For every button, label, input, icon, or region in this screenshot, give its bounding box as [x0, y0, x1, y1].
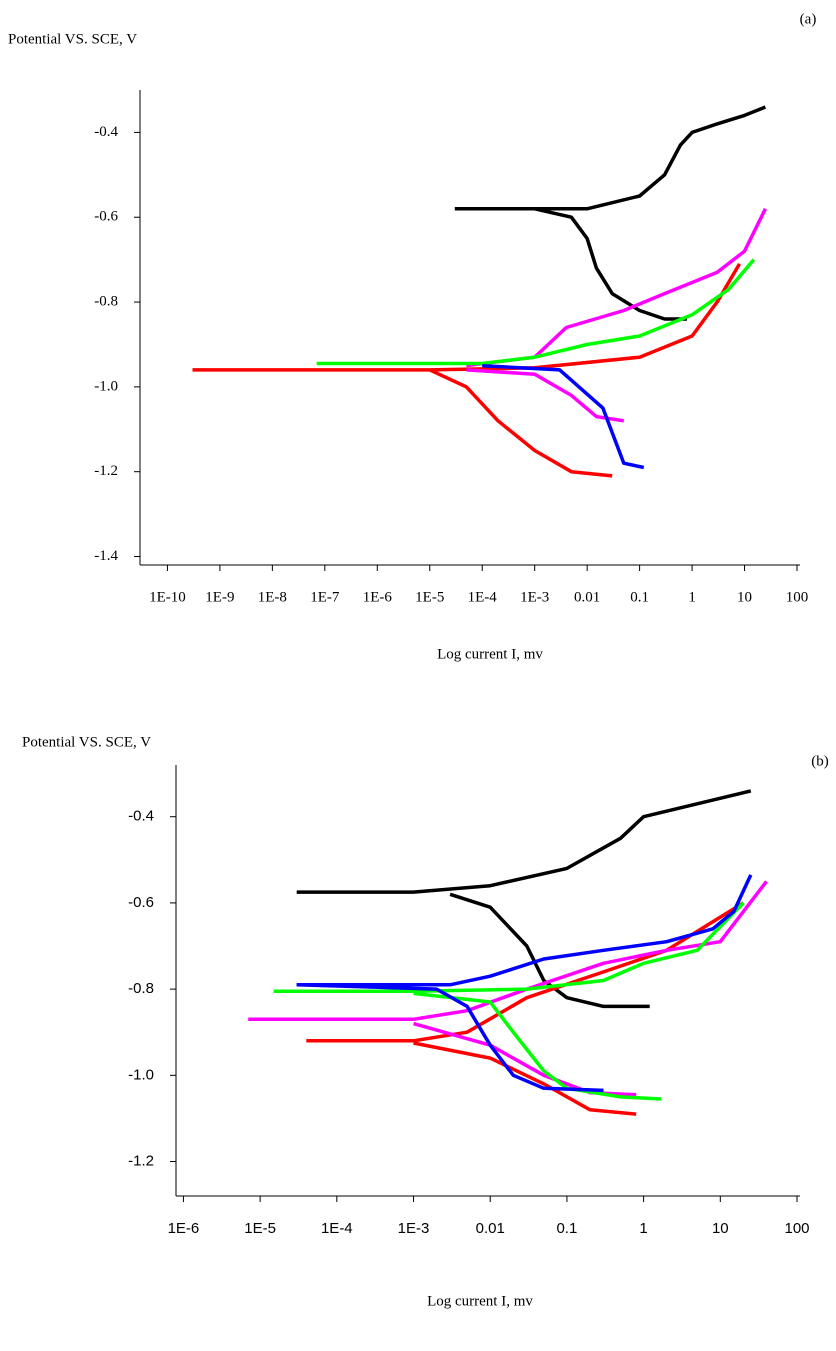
y-tick-label: -1.2	[128, 1152, 154, 1169]
curve	[413, 991, 662, 1101]
y-tick-label: -0.6	[128, 894, 154, 911]
x-tick-label: 1E-10	[149, 589, 186, 605]
x-axis-label: Log current I, mv	[437, 646, 543, 662]
y-tick-label: -1.0	[94, 378, 118, 394]
curve	[429, 368, 613, 478]
y-tick-label: -0.8	[128, 980, 154, 997]
y-axis-label: Potential VS. SCE, V	[22, 734, 151, 750]
curve	[296, 789, 752, 894]
x-tick-label: 0.01	[574, 589, 600, 605]
y-tick-label: -0.4	[94, 124, 118, 140]
y-tick-label: -0.8	[94, 293, 118, 309]
curve	[449, 892, 650, 1009]
x-tick-label: 1E-7	[310, 589, 340, 605]
curve	[413, 1021, 637, 1097]
chart-panel: Potential VS. SCE, V (a) Log current I, mv…	[8, 11, 816, 662]
x-tick-label: 1E-3	[520, 589, 549, 605]
y-tick-label: -1.0	[128, 1066, 154, 1083]
curve	[454, 105, 767, 211]
chart-panel: Potential VS. SCE, V (b) Log current I, mv…	[22, 734, 829, 1309]
y-tick-label: -1.4	[94, 548, 118, 564]
x-tick-label: 100	[784, 1220, 809, 1237]
x-axis-label: Log current I, mv	[427, 1293, 533, 1309]
x-tick-label: 0.01	[476, 1220, 505, 1237]
curve	[534, 207, 687, 321]
x-tick-label: 1E-5	[415, 589, 444, 605]
y-tick-label: -0.4	[128, 808, 154, 825]
x-tick-label: 1E-4	[468, 589, 498, 605]
x-tick-label: 1E-3	[398, 1220, 430, 1237]
curve	[296, 983, 604, 1093]
x-tick-label: 1E-9	[205, 589, 234, 605]
x-tick-label: 10	[712, 1220, 729, 1237]
x-tick-label: 10	[737, 589, 752, 605]
curve	[466, 208, 767, 368]
x-tick-label: 1E-4	[321, 1220, 353, 1237]
panel-label: (b)	[811, 753, 829, 769]
x-tick-label: 100	[786, 589, 809, 605]
panel-label: (a)	[800, 11, 817, 27]
y-tick-label: -0.6	[94, 209, 118, 225]
x-tick-label: 1E-6	[168, 1220, 200, 1237]
y-tick-label: -1.2	[94, 463, 118, 479]
curve	[296, 874, 753, 987]
x-tick-label: 1E-5	[244, 1220, 276, 1237]
x-tick-label: 1	[639, 1220, 647, 1237]
x-tick-label: 1E-6	[363, 589, 393, 605]
x-tick-label: 0.1	[556, 1220, 577, 1237]
curve	[273, 901, 745, 994]
curve	[248, 880, 768, 1022]
x-tick-label: 1	[688, 589, 696, 605]
y-axis-label: Potential VS. SCE, V	[8, 31, 137, 47]
x-tick-label: 0.1	[630, 589, 649, 605]
x-tick-label: 1E-8	[258, 589, 287, 605]
curve	[316, 258, 756, 366]
curve	[413, 1041, 637, 1116]
curve	[482, 363, 645, 470]
